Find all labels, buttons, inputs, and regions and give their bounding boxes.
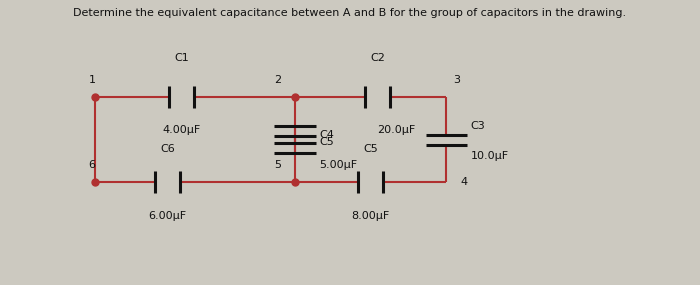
Text: C2: C2 <box>370 53 385 63</box>
Text: 1: 1 <box>88 75 95 85</box>
Text: 2: 2 <box>274 75 281 85</box>
Text: 4.00μF: 4.00μF <box>162 125 201 135</box>
Text: C1: C1 <box>174 53 189 63</box>
Text: 6: 6 <box>88 160 95 170</box>
Text: C4: C4 <box>319 130 334 140</box>
Text: C5: C5 <box>363 144 378 154</box>
Text: 6.00μF: 6.00μF <box>148 211 187 221</box>
Text: 10.0μF: 10.0μF <box>470 151 508 161</box>
Text: C3: C3 <box>470 121 485 131</box>
Text: C6: C6 <box>160 144 175 154</box>
Text: 3: 3 <box>453 75 460 85</box>
Text: Determine the equivalent capacitance between A and B for the group of capacitors: Determine the equivalent capacitance bet… <box>74 8 626 18</box>
Text: 5.00μF: 5.00μF <box>319 160 357 170</box>
Text: 8.00μF: 8.00μF <box>351 211 390 221</box>
Text: 20.0μF: 20.0μF <box>377 125 416 135</box>
Text: 4: 4 <box>460 177 467 187</box>
Text: C5: C5 <box>319 137 334 147</box>
Text: 5: 5 <box>274 160 281 170</box>
